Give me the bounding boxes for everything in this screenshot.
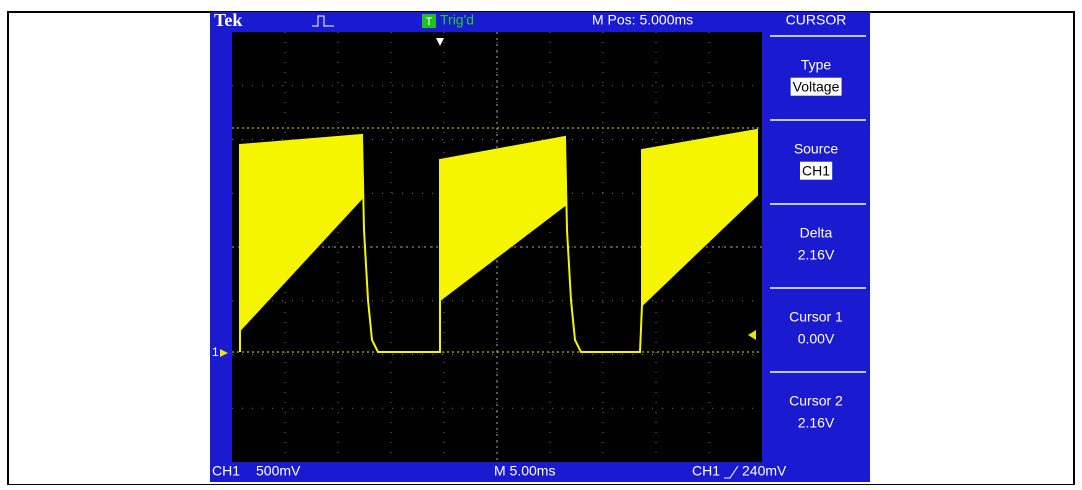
trigger-level-marker xyxy=(748,330,756,340)
channel-arrow xyxy=(220,349,228,357)
position: M Pos: 5.000ms xyxy=(592,12,693,28)
brand: Tek xyxy=(214,10,242,30)
footer-scale: 500mV xyxy=(256,463,301,479)
menu-value: 2.16V xyxy=(798,247,835,263)
waveform-burst xyxy=(439,135,566,303)
trigger-status: Trig'd xyxy=(440,12,474,28)
menu-label: Cursor 1 xyxy=(789,309,843,325)
acquire-icon xyxy=(312,15,334,27)
footer-timebase: M 5.00ms xyxy=(494,463,555,479)
channel-marker: 1 xyxy=(212,345,219,359)
menu-value: 0.00V xyxy=(798,331,835,347)
trigger-icon: T xyxy=(426,16,433,28)
waveform-decay xyxy=(564,136,643,353)
trigger-icon-box xyxy=(422,14,436,28)
menu-label: Cursor 2 xyxy=(789,393,843,409)
trigger-position-marker xyxy=(436,38,444,46)
menu-title: CURSOR xyxy=(786,12,847,28)
waveform-burst xyxy=(239,133,363,333)
waveform xyxy=(239,128,758,353)
menu: Type Voltage Source CH1 Delta 2.16V Cursor 1 0.… xyxy=(770,35,866,431)
waveform-burst xyxy=(641,128,758,308)
footer-channel: CH1 xyxy=(212,463,240,479)
menu-value: CH1 xyxy=(802,163,830,179)
menu-label: Source xyxy=(794,141,839,157)
menu-label: Delta xyxy=(800,225,833,241)
menu-value-box xyxy=(799,161,833,180)
menu-label: Type xyxy=(801,57,832,73)
slope-icon xyxy=(724,465,739,479)
waveform-decay xyxy=(361,134,441,353)
footer-trigger-level: 240mV xyxy=(742,463,787,479)
menu-value-box xyxy=(790,77,842,96)
footer-trigger-source: CH1 xyxy=(692,463,720,479)
menu-value: Voltage xyxy=(793,79,840,95)
menu-value: 2.16V xyxy=(798,415,835,431)
